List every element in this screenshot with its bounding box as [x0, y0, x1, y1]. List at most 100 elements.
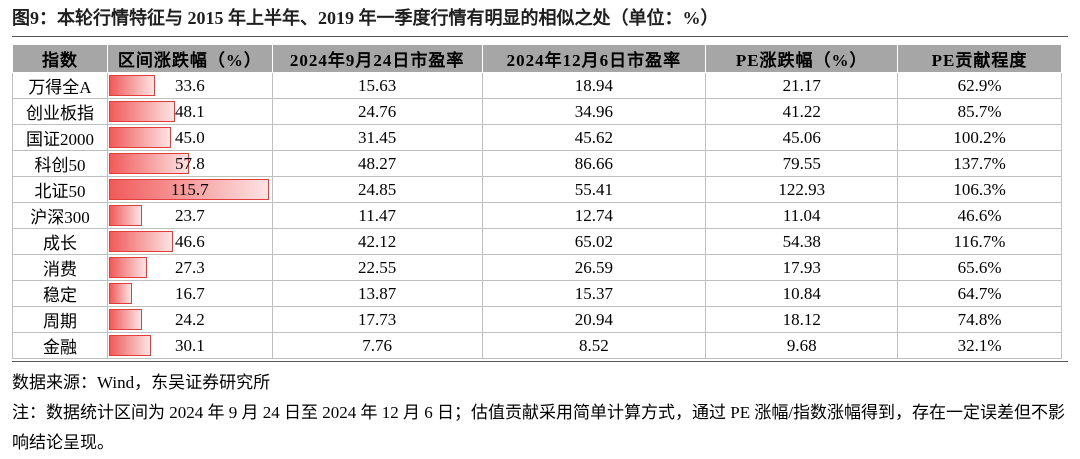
cell-value: 74.8%: [897, 306, 1062, 333]
cell-value: 48.27: [271, 150, 483, 177]
cell-value: 20.94: [481, 306, 707, 333]
table-row: 国证2000 45.0 31.45 45.62 45.06 100.2%: [12, 124, 1062, 151]
cell-value: 122.93: [705, 176, 899, 203]
cell-value: 17.73: [271, 306, 483, 333]
table-row: 成长 46.6 42.12 65.02 54.38 116.7%: [12, 228, 1062, 255]
cell-value: 100.2%: [897, 124, 1062, 151]
cell-value: 32.1%: [897, 332, 1062, 359]
cell-value: 22.55: [271, 254, 483, 281]
cell-value: 11.47: [271, 202, 483, 229]
divider: [12, 361, 1068, 362]
table-row: 科创50 57.8 48.27 86.66 79.55 137.7%: [12, 150, 1062, 177]
data-bar: [108, 335, 151, 356]
cell-value: 24.2: [174, 309, 205, 329]
cell-value: 45.0: [174, 127, 205, 147]
cell-value: 45.62: [481, 124, 707, 151]
cell-value: 106.3%: [897, 176, 1062, 203]
index-name: 万得全A: [12, 72, 108, 99]
index-name: 沪深300: [12, 202, 108, 229]
cell-value: 137.7%: [897, 150, 1062, 177]
table-row: 消费 27.3 22.55 26.59 17.93 65.6%: [12, 254, 1062, 281]
column-header: PE贡献程度: [897, 44, 1062, 73]
data-bar: [108, 257, 147, 278]
change-cell: 33.6: [106, 72, 273, 99]
column-header: PE涨跌幅（%）: [705, 44, 899, 73]
cell-value: 24.85: [271, 176, 483, 203]
change-cell: 45.0: [106, 124, 273, 151]
data-bar: [108, 153, 189, 174]
cell-value: 115.7: [171, 179, 209, 199]
cell-value: 46.6%: [897, 202, 1062, 229]
cell-value: 26.59: [481, 254, 707, 281]
data-bar: [108, 283, 133, 304]
cell-value: 116.7%: [897, 228, 1062, 255]
index-name: 成长: [12, 228, 108, 255]
cell-value: 46.6: [174, 231, 205, 251]
cell-value: 12.74: [481, 202, 707, 229]
column-header: 2024年12月6日市盈率: [481, 44, 707, 73]
cell-value: 21.17: [705, 72, 899, 99]
cell-value: 18.94: [481, 72, 707, 99]
column-header: 指数: [12, 44, 108, 73]
change-cell: 115.7: [106, 176, 273, 203]
cell-value: 65.6%: [897, 254, 1062, 281]
cell-value: 85.7%: [897, 98, 1062, 125]
table-body: 万得全A 33.6 15.63 18.94 21.17 62.9% 创业板指 48.1 24.7…: [12, 72, 1062, 359]
cell-value: 8.52: [481, 332, 707, 359]
header-row: 指数 区间涨跌幅（%） 2024年9月24日市盈率 2024年12月6日市盈率 PE涨跌…: [12, 44, 1062, 73]
cell-value: 64.7%: [897, 280, 1062, 307]
index-name: 创业板指: [12, 98, 108, 125]
cell-value: 62.9%: [897, 72, 1062, 99]
change-cell: 24.2: [106, 306, 273, 333]
cell-value: 42.12: [271, 228, 483, 255]
index-name: 北证50: [12, 176, 108, 203]
data-table: 指数 区间涨跌幅（%） 2024年9月24日市盈率 2024年12月6日市盈率 PE涨跌…: [12, 44, 1062, 359]
data-bar: [108, 309, 143, 330]
cell-value: 23.7: [174, 205, 205, 225]
cell-value: 65.02: [481, 228, 707, 255]
cell-value: 18.12: [705, 306, 899, 333]
cell-value: 41.22: [705, 98, 899, 125]
cell-value: 7.76: [271, 332, 483, 359]
cell-value: 27.3: [174, 257, 205, 277]
figure-title: 图9：本轮行情特征与 2015 年上半年、2019 年一季度行情有明显的相似之处…: [12, 4, 1068, 37]
change-cell: 16.7: [106, 280, 273, 307]
cell-value: 11.04: [705, 202, 899, 229]
cell-value: 10.84: [705, 280, 899, 307]
cell-value: 55.41: [481, 176, 707, 203]
cell-value: 13.87: [271, 280, 483, 307]
data-bar: [108, 179, 269, 200]
cell-value: 17.93: [705, 254, 899, 281]
table-row: 金融 30.1 7.76 8.52 9.68 32.1%: [12, 332, 1062, 359]
index-name: 周期: [12, 306, 108, 333]
table-row: 周期 24.2 17.73 20.94 18.12 74.8%: [12, 306, 1062, 333]
cell-value: 86.66: [481, 150, 707, 177]
table-row: 沪深300 23.7 11.47 12.74 11.04 46.6%: [12, 202, 1062, 229]
data-bar: [108, 101, 176, 122]
cell-value: 30.1: [174, 335, 205, 355]
cell-value: 16.7: [174, 283, 205, 303]
table-row: 北证50 115.7 24.85 55.41 122.93 106.3%: [12, 176, 1062, 203]
change-cell: 48.1: [106, 98, 273, 125]
cell-value: 48.1: [174, 101, 205, 121]
cell-value: 24.76: [271, 98, 483, 125]
index-name: 消费: [12, 254, 108, 281]
cell-value: 33.6: [174, 75, 205, 95]
source-note: 数据来源：Wind，东吴证券研究所: [12, 373, 271, 392]
cell-value: 54.38: [705, 228, 899, 255]
table-row: 万得全A 33.6 15.63 18.94 21.17 62.9%: [12, 72, 1062, 99]
change-cell: 30.1: [106, 332, 273, 359]
cell-value: 45.06: [705, 124, 899, 151]
index-name: 稳定: [12, 280, 108, 307]
index-name: 金融: [12, 332, 108, 359]
data-bar: [108, 205, 142, 226]
table-row: 稳定 16.7 13.87 15.37 10.84 64.7%: [12, 280, 1062, 307]
change-cell: 27.3: [106, 254, 273, 281]
cell-value: 9.68: [705, 332, 899, 359]
data-bar: [108, 127, 172, 148]
index-name: 国证2000: [12, 124, 108, 151]
change-cell: 23.7: [106, 202, 273, 229]
cell-value: 15.37: [481, 280, 707, 307]
change-cell: 46.6: [106, 228, 273, 255]
